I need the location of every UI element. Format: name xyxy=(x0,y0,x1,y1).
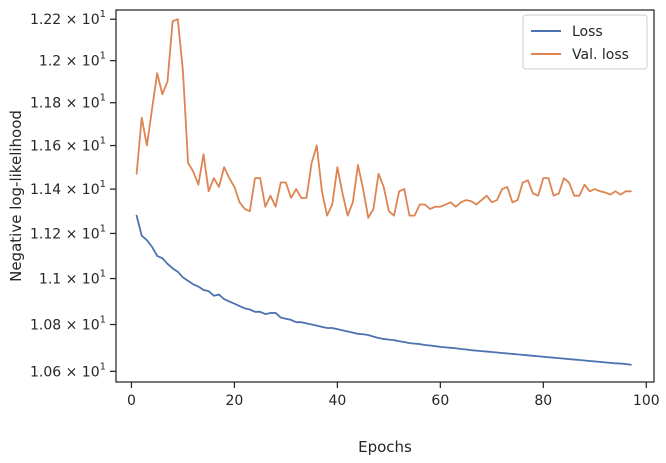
x-tick-label: 0 xyxy=(127,393,136,409)
x-tick-label: 20 xyxy=(225,393,243,409)
x-tick-label: 40 xyxy=(328,393,346,409)
y-tick-label: 1.14 × 101 xyxy=(30,179,106,198)
legend-label-val-loss: Val. loss xyxy=(572,47,629,63)
series-line-0 xyxy=(135,214,632,366)
series-layer xyxy=(135,18,632,366)
y-ticks: 1.06 × 101 1.08 × 101 1.1 × 101 1.12 × 101 1… xyxy=(30,9,116,380)
x-tick-label: 80 xyxy=(534,393,552,409)
y-tick-label: 1.16 × 101 xyxy=(30,136,106,155)
x-ticks: 0 20 40 60 80 100 xyxy=(127,382,660,409)
y-tick-label: 1.22 × 101 xyxy=(30,9,106,28)
x-tick-label: 60 xyxy=(431,393,449,409)
y-tick-label: 1.12 × 101 xyxy=(30,223,106,242)
series-line-1 xyxy=(135,18,632,219)
legend: Loss Val. loss xyxy=(522,14,648,70)
y-tick-label: 1.06 × 101 xyxy=(30,361,106,380)
x-tick-label: 100 xyxy=(633,393,660,409)
plot-frame xyxy=(115,9,655,383)
y-tick-label: 1.2 × 101 xyxy=(39,51,106,70)
legend-box xyxy=(522,14,648,70)
legend-label-loss: Loss xyxy=(572,24,603,40)
y-tick-label: 1.18 × 101 xyxy=(30,93,106,112)
y-axis-title: Negative log-likelihood xyxy=(7,110,25,282)
y-tick-label: 1.08 × 101 xyxy=(30,315,106,334)
x-axis-title: Epochs xyxy=(358,438,412,456)
y-tick-label: 1.1 × 101 xyxy=(39,269,106,288)
